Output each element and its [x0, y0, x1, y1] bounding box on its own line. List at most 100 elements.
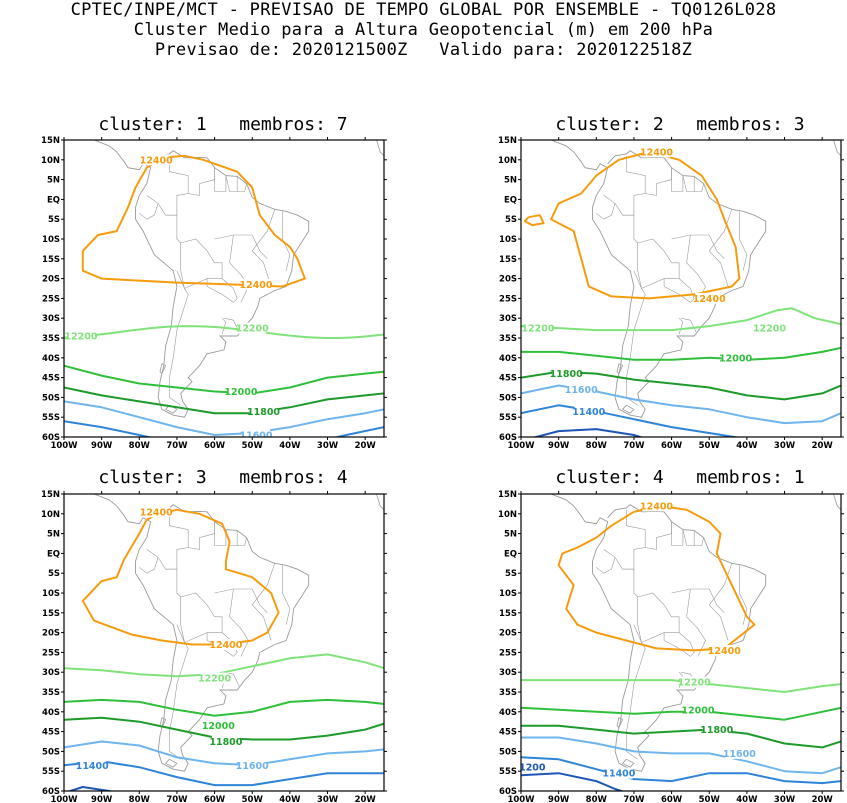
y-tick-label: 35S	[42, 688, 60, 698]
africa-coast	[376, 140, 384, 157]
country-border	[169, 270, 189, 406]
contour-11400	[64, 420, 153, 437]
x-tick-label: 70W	[166, 441, 188, 451]
island	[121, 108, 155, 120]
africa-coast	[376, 494, 384, 511]
island	[616, 717, 624, 729]
panel-4-title: cluster: 4 membros: 1	[555, 467, 805, 488]
island	[164, 404, 178, 414]
x-tick-label: 30W	[317, 441, 339, 451]
island	[578, 462, 612, 474]
contour-label: 12400	[140, 155, 173, 166]
country-border	[708, 563, 733, 641]
africa-coast	[833, 140, 841, 157]
country-border	[146, 195, 181, 244]
x-tick-label: 50W	[699, 795, 721, 803]
y-tick-label: 30S	[42, 314, 60, 324]
contour-11600	[521, 736, 841, 775]
y-tick-label: 15N	[41, 136, 60, 146]
island	[162, 120, 183, 128]
contour-12200	[64, 653, 384, 678]
coastline	[549, 140, 767, 418]
contour-11400	[521, 756, 841, 785]
x-tick-label: 70W	[623, 795, 645, 803]
y-tick-label: 60S	[42, 787, 60, 797]
y-tick-label: 15S	[42, 609, 60, 619]
contour-label: 11800	[247, 407, 280, 418]
y-tick-label: 20S	[499, 275, 517, 285]
y-tick-label: 15N	[41, 490, 60, 500]
country-border	[694, 537, 704, 546]
y-tick-label: 5N	[47, 176, 60, 186]
y-tick-label: 35S	[42, 334, 60, 344]
y-tick-label: 60S	[42, 433, 60, 443]
y-tick-label: 40S	[42, 708, 60, 718]
header-line-3: Previsao de: 2020121500Z Valido para: 20…	[154, 40, 693, 60]
country-border	[622, 509, 646, 570]
contour-label: 12400	[640, 501, 673, 512]
x-tick-label: 100W	[507, 795, 535, 803]
country-border	[678, 317, 684, 335]
y-tick-label: 10S	[499, 589, 517, 599]
y-tick-label: 50S	[499, 393, 517, 403]
contour-11800	[521, 724, 841, 749]
x-tick-label: 60W	[204, 441, 226, 451]
x-tick-label: 20W	[812, 795, 834, 803]
map-panel-4: 12400 12400 12200 12000 11800 11600 11400 1200 1…	[498, 462, 844, 803]
y-tick-label: 5S	[48, 215, 60, 225]
island	[578, 108, 612, 120]
country-border	[739, 211, 748, 271]
country-border	[671, 167, 684, 192]
country-border	[229, 588, 249, 657]
contour-label: 11800	[209, 737, 242, 748]
contour-11600	[64, 740, 384, 767]
x-tick-label: 90W	[548, 795, 570, 803]
contour-label: 12400	[239, 280, 272, 291]
contour-label: 12000	[202, 721, 235, 732]
y-tick-label: 30S	[499, 668, 517, 678]
y-tick-label: 10S	[42, 235, 60, 245]
country-border	[671, 234, 725, 260]
x-tick-label: 40W	[279, 441, 301, 451]
contour-label: 11800	[700, 725, 733, 736]
x-tick-label: 100W	[50, 441, 78, 451]
country-border	[645, 521, 672, 550]
y-tick-label: 20S	[42, 275, 60, 285]
x-tick-label: 20W	[812, 441, 834, 451]
country-border	[626, 270, 646, 406]
island	[159, 363, 167, 375]
x-tick-label: 30W	[774, 441, 796, 451]
country-border	[188, 521, 215, 550]
map-frame	[520, 493, 842, 792]
contour-label: 12200	[678, 678, 711, 689]
country-border	[663, 278, 695, 303]
map-panel-3: 12400 12400 12200 12000 11800 11600 11400 15N 10…	[41, 462, 387, 803]
contour-label: 11600	[239, 431, 272, 442]
country-border	[237, 183, 247, 192]
x-tick-label: 90W	[91, 441, 113, 451]
panel-2-title: cluster: 2 membros: 3	[555, 114, 805, 135]
contour-label: 11800	[550, 369, 583, 380]
y-tick-label: 35S	[499, 688, 517, 698]
y-tick-label: 40S	[42, 354, 60, 364]
y-tick-label: EQ	[504, 549, 517, 559]
y-tick-label: 50S	[42, 393, 60, 403]
contour-label: 12000	[224, 387, 257, 398]
map-frame	[63, 139, 385, 438]
country-border	[139, 203, 159, 220]
y-tick-label: 15N	[498, 490, 517, 500]
y-tick-label: 25S	[499, 648, 517, 658]
country-border	[596, 203, 616, 220]
contour-label: 12400	[209, 640, 242, 651]
country-border	[682, 529, 695, 546]
x-tick-label: 80W	[129, 441, 151, 451]
country-border	[237, 537, 247, 546]
island	[121, 462, 155, 474]
x-tick-label: 40W	[736, 795, 758, 803]
y-tick-label: 25S	[42, 648, 60, 658]
africa-coast	[833, 494, 841, 511]
island	[162, 474, 183, 482]
contour-label: 12400	[140, 507, 173, 518]
y-tick-label: 5S	[505, 215, 517, 225]
contour-label: 12400	[693, 294, 726, 305]
